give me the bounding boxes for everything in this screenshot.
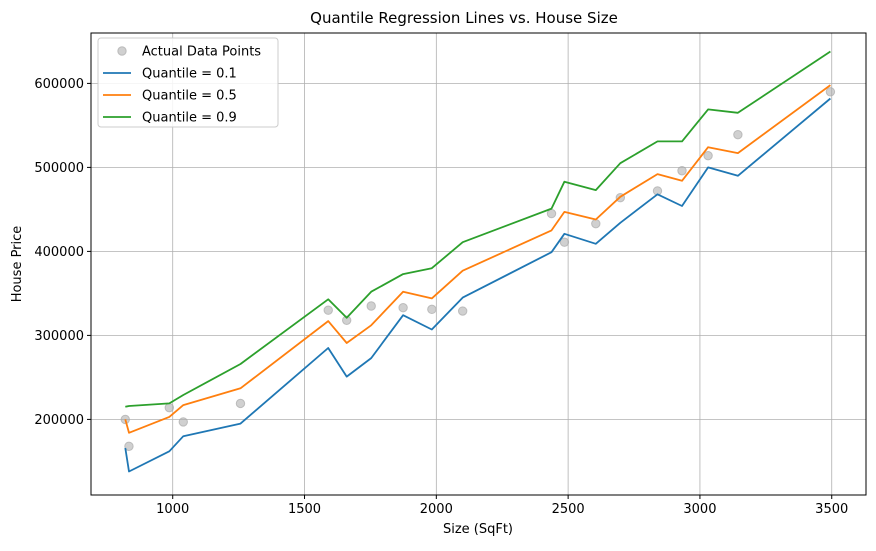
y-tick-label: 200000 [34, 413, 84, 428]
scatter-point [559, 237, 570, 247]
scatter-point [591, 218, 601, 229]
legend: Actual Data Points Quantile = 0.1 Quantile… [97, 37, 279, 128]
y-tick-label: 600000 [34, 77, 84, 92]
scatter-point [825, 87, 836, 97]
x-tick-label: 1500 [288, 502, 321, 517]
scatter-point [677, 166, 687, 176]
axis-ticks: 1000 1500 2000 2500 3000 3500 200000 300000 4000… [34, 77, 848, 517]
x-tick-label: 1000 [156, 502, 189, 517]
x-tick-label: 3500 [815, 502, 848, 517]
legend-label: Actual Data Points [142, 45, 261, 60]
plot-area-frame [90, 32, 867, 496]
x-tick-label: 3000 [683, 502, 716, 517]
scatter-point [124, 441, 134, 451]
series-line [124, 97, 831, 473]
scatter-point [323, 305, 333, 315]
legend-box [97, 37, 279, 128]
scatter-point [733, 129, 743, 140]
scatter-point [178, 417, 188, 427]
scatter-point [341, 315, 352, 325]
y-tick-label: 300000 [34, 329, 84, 344]
scatter-point [457, 306, 468, 316]
scatter-points [120, 87, 836, 451]
y-tick-label: 400000 [34, 245, 84, 260]
scatter-point [703, 150, 713, 161]
x-tick-label: 2500 [552, 502, 585, 517]
x-axis-label: Size (SqFt) [443, 522, 513, 537]
legend-label: Quantile = 0.9 [142, 111, 237, 126]
chart-title: Quantile Regression Lines vs. House Size [310, 9, 618, 27]
x-tick-label: 2000 [420, 502, 453, 517]
legend-marker [117, 46, 127, 56]
scatter-point [235, 398, 246, 409]
scatter-point [427, 304, 437, 315]
y-axis-label: House Price [10, 226, 25, 303]
scatter-point [120, 414, 130, 425]
scatter-point [366, 301, 376, 311]
legend-label: Quantile = 0.5 [142, 89, 237, 104]
quantile-lines [124, 50, 831, 473]
series-line [124, 84, 831, 434]
scatter-point [398, 302, 408, 313]
scatter-point [164, 402, 174, 413]
series-line [125, 50, 831, 408]
legend-label: Quantile = 0.1 [142, 67, 237, 82]
y-tick-label: 500000 [34, 161, 84, 176]
